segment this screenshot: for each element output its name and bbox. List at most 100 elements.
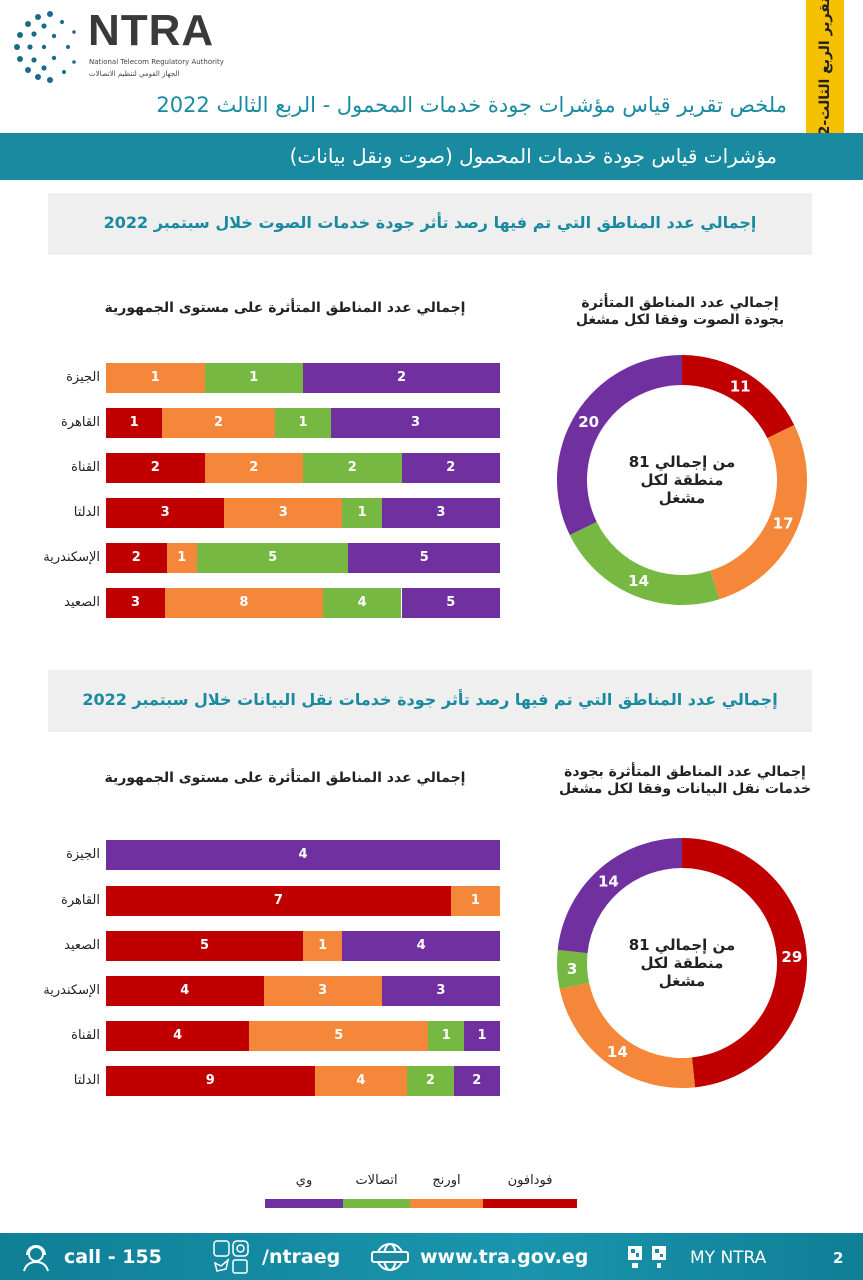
bar-segment: 9 — [106, 1066, 315, 1096]
donut-slice — [682, 838, 808, 1088]
donut-value-label: 20 — [578, 413, 599, 431]
bar-category-label: الجيزة — [66, 370, 100, 385]
legend-label: فودافون — [507, 1173, 553, 1188]
logo-subtitle-ar: الجهاز القومي لتنظيم الاتصالات — [89, 70, 180, 78]
page-number: 2 — [833, 1249, 844, 1267]
bar-segment: 5 — [106, 931, 303, 961]
bar-segment: 3 — [106, 588, 166, 618]
donut-center-line: من إجمالي 81 — [628, 936, 736, 954]
bar-category-label: القاهرة — [61, 415, 100, 430]
bar-segment: 5 — [196, 543, 349, 573]
bar-category-label: الدلتا — [73, 1073, 100, 1088]
call-number[interactable]: call - 155 — [64, 1246, 162, 1268]
data-donut-title: إجمالي عدد المناطق المتأثرة بجودة خدمات … — [558, 764, 812, 797]
bar-segment: 1 — [274, 408, 332, 438]
donut-value-label: 29 — [781, 948, 802, 966]
globe-icon — [371, 1243, 409, 1271]
bar-segment: 4 — [322, 588, 402, 618]
bar-segment: 8 — [165, 588, 323, 618]
donut-slice — [682, 355, 795, 439]
donut-value-label: 14 — [607, 1043, 628, 1061]
bar-segment: 3 — [106, 498, 225, 528]
legend-swatch — [410, 1199, 483, 1208]
bar-segment: 2 — [162, 408, 275, 438]
legend-swatch — [265, 1199, 343, 1208]
bar-segment: 2 — [401, 453, 500, 483]
bar-category-label: الصعيد — [64, 595, 100, 610]
donut-slice — [710, 424, 807, 600]
bar-category-label: الإسكندرية — [43, 983, 100, 998]
bar-segment: 5 — [249, 1021, 429, 1051]
bar-segment: 2 — [106, 543, 167, 573]
bar-category-label: القناة — [71, 460, 100, 475]
voice-heading-text: إجمالي عدد المناطق التي تم فيها رصد تأثر… — [103, 213, 757, 232]
app-name[interactable]: MY NTRA — [690, 1248, 767, 1268]
logo-dots-icon — [14, 11, 76, 83]
voice-section-heading: إجمالي عدد المناطق التي تم فيها رصد تأثر… — [48, 193, 812, 255]
footer: call - 155 /ntraeg www.tra.gov.eg MY NTR… — [0, 1233, 863, 1280]
bar-category-label: الدلتا — [73, 505, 100, 520]
legend: فودافون اورنج اتصالات وي — [265, 1172, 577, 1208]
bar-segment: 2 — [453, 1066, 500, 1096]
bar-segment: 1 — [342, 498, 382, 528]
logo-text: NTRA — [88, 6, 215, 55]
voice-bar-chart-title: إجمالي عدد المناطق المتأثرة على مستوى ال… — [104, 300, 466, 316]
donut-center-line: منطقة لكل — [640, 471, 724, 489]
donut-value-label: 14 — [628, 572, 649, 590]
website-link[interactable]: www.tra.gov.eg — [420, 1246, 589, 1268]
bar-segment: 1 — [106, 408, 163, 438]
band-title: مؤشرات قياس جودة خدمات المحمول (صوت ونقل… — [289, 144, 777, 168]
logo-subtitle-en: National Telecom Regulatory Authority — [89, 58, 224, 66]
bar-segment: 4 — [106, 976, 264, 1006]
data-bar-chart-title: إجمالي عدد المناطق المتأثرة على مستوى ال… — [104, 770, 466, 786]
donut-value-label: 11 — [730, 378, 751, 396]
bar-category-label: القاهرة — [61, 893, 100, 908]
bar-category-label: الجيزة — [66, 847, 100, 862]
donut-slice — [557, 838, 682, 954]
bar-category-label: القناة — [71, 1028, 100, 1043]
donut-value-label: 3 — [567, 960, 577, 978]
legend-item-we: وي — [265, 1172, 343, 1208]
bar-category-label: الصعيد — [64, 938, 100, 953]
ntra-logo — [10, 8, 225, 88]
donut-center-text: من إجمالي 81 منطقة لكل مشغل — [612, 453, 752, 507]
bar-segment: 3 — [331, 408, 500, 438]
legend-label: اورنج — [432, 1173, 461, 1188]
bar-segment: 4 — [314, 1066, 408, 1096]
bar-segment: 5 — [348, 543, 500, 573]
bar-segment: 5 — [401, 588, 500, 618]
bar-segment: 1 — [106, 363, 205, 393]
voice-donut-title: إجمالي عدد المناطق المتأثرة بجودة الصوت … — [575, 295, 785, 328]
donut-center-line: مشغل — [658, 972, 706, 990]
bar-segment: 3 — [224, 498, 343, 528]
bar-segment: 2 — [303, 363, 500, 393]
donut-slice — [559, 982, 696, 1088]
legend-label: اتصالات — [355, 1173, 398, 1188]
bar-segment: 1 — [428, 1021, 465, 1051]
data-section-heading: إجمالي عدد المناطق التي تم فيها رصد تأثر… — [48, 670, 812, 732]
legend-item-orange: اورنج — [410, 1172, 483, 1208]
bar-segment: 3 — [381, 976, 500, 1006]
bar-segment: 1 — [303, 931, 343, 961]
data-donut-chart: 29 14 3 14 من إجمالي 81 منطقة لكل مشغل — [552, 833, 812, 1093]
bar-segment: 4 — [106, 1021, 250, 1051]
bar-segment: 2 — [303, 453, 402, 483]
bar-segment: 1 — [204, 363, 303, 393]
donut-slice — [569, 521, 720, 605]
bar-category-label: الإسكندرية — [43, 550, 100, 565]
donut-center-line: منطقة لكل — [640, 954, 724, 972]
bar-segment: 3 — [381, 498, 500, 528]
bar-segment: 1 — [464, 1021, 500, 1051]
bar-segment: 3 — [263, 976, 382, 1006]
social-handle[interactable]: /ntraeg — [262, 1246, 341, 1268]
donut-slice — [557, 355, 682, 536]
bar-segment: 4 — [342, 931, 500, 961]
data-heading-text: إجمالي عدد المناطق التي تم فيها رصد تأثر… — [82, 690, 778, 709]
legend-swatch — [483, 1199, 577, 1208]
bar-segment: 4 — [106, 840, 500, 870]
bar-segment: 2 — [106, 453, 205, 483]
qr-code-icons — [628, 1246, 666, 1268]
bar-segment: 1 — [450, 886, 500, 916]
page-title: ملخص تقرير قياس مؤشرات جودة خدمات المحمو… — [156, 93, 787, 117]
legend-item-vodafone: فودافون — [483, 1172, 577, 1208]
